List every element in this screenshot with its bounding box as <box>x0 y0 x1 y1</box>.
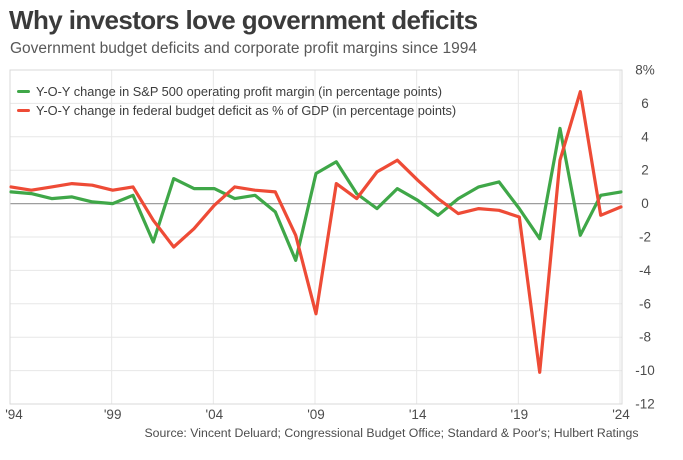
source-attribution: Source: Vincent Deluard; Congressional B… <box>144 426 639 440</box>
x-tick-label: '24 <box>612 407 630 422</box>
y-tick-label: -6 <box>639 296 651 311</box>
legend-item-profit-margin: Y-O-Y change in S&P 500 operating profit… <box>17 82 456 101</box>
y-tick-label: -4 <box>639 263 651 278</box>
x-tick-label: '04 <box>206 407 224 422</box>
x-tick-label: '14 <box>409 407 427 422</box>
x-tick-label: '94 <box>5 407 23 422</box>
y-tick-label: 4 <box>641 129 649 144</box>
x-tick-label: '99 <box>104 407 122 422</box>
green-line-swatch-icon <box>17 89 30 94</box>
red-line-swatch-icon <box>17 108 30 113</box>
chart-title: Why investors love government deficits <box>9 5 478 35</box>
chart-legend: Y-O-Y change in S&P 500 operating profit… <box>17 82 456 120</box>
profit-margin-line <box>9 126 623 262</box>
legend-label-budget-deficit: Y-O-Y change in federal budget deficit a… <box>36 103 457 118</box>
x-tick-label: '19 <box>511 407 529 422</box>
y-tick-label: 2 <box>641 163 649 178</box>
chart-subtitle: Government budget deficits and corporate… <box>10 40 477 57</box>
legend-label-profit-margin: Y-O-Y change in S&P 500 operating profit… <box>36 84 442 99</box>
y-tick-label: -10 <box>635 363 655 378</box>
plot-border <box>9 69 623 405</box>
legend-item-budget-deficit: Y-O-Y change in federal budget deficit a… <box>17 101 456 120</box>
y-tick-label: 8% <box>635 63 655 78</box>
y-tick-label: -2 <box>639 230 651 245</box>
budget-deficit-line <box>9 90 623 374</box>
y-tick-label: -12 <box>635 397 655 412</box>
y-tick-label: -8 <box>639 330 651 345</box>
y-tick-label: 0 <box>641 196 649 211</box>
y-tick-label: 6 <box>641 96 649 111</box>
x-tick-label: '09 <box>307 407 325 422</box>
